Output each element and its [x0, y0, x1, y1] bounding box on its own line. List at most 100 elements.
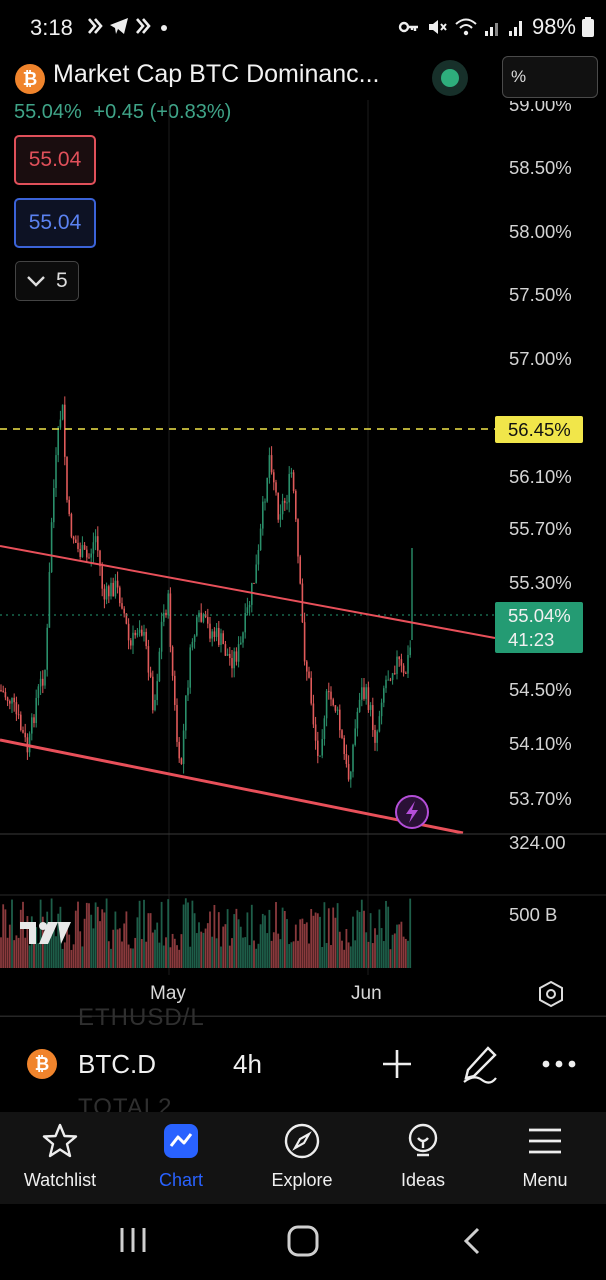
volume-bar	[52, 925, 55, 968]
nav-chart-label: Chart	[158, 1170, 203, 1190]
volume-bar	[257, 943, 260, 968]
recent-apps-icon[interactable]	[118, 1226, 148, 1254]
volume-axis-label: 500 B	[509, 904, 558, 925]
volume-bar	[121, 941, 123, 968]
candle-body	[387, 679, 389, 681]
volume-bar	[189, 946, 192, 968]
volume-bar	[191, 900, 194, 968]
volume-bar	[151, 932, 154, 968]
volume-bar	[57, 913, 60, 968]
volume-bar	[341, 940, 343, 968]
volume-bar	[165, 937, 167, 968]
candle-body	[213, 631, 216, 637]
volume-bar	[349, 946, 352, 968]
alert-price-tag[interactable]: 56.45%	[495, 416, 583, 443]
more-options-icon[interactable]	[541, 1058, 577, 1070]
candle-body	[224, 644, 227, 656]
volume-bar	[288, 944, 291, 968]
volume-bar	[24, 937, 27, 968]
candle-body	[207, 617, 209, 624]
candle-body	[286, 502, 288, 504]
candle-body	[402, 665, 405, 673]
back-icon[interactable]	[462, 1226, 482, 1256]
candle-body	[83, 545, 86, 550]
candle-body	[253, 582, 255, 584]
indicators-collapse-button[interactable]: 5	[15, 261, 79, 301]
volume-bar	[35, 927, 38, 968]
volume-bar	[279, 939, 282, 968]
candle-body	[339, 709, 341, 731]
candle-body	[372, 705, 374, 730]
volume-bar	[8, 924, 11, 968]
nav-menu[interactable]: Menu	[495, 1120, 595, 1200]
candle-body	[191, 641, 194, 648]
volume-bar	[6, 937, 9, 968]
settings-hexagon-icon	[539, 980, 563, 1008]
candle-body	[11, 697, 13, 704]
volume-bar	[110, 948, 112, 968]
nav-chart[interactable]: Chart	[131, 1120, 231, 1200]
nav-watchlist[interactable]: Watchlist	[10, 1120, 110, 1200]
last-price-tag: 55.04% 41:23	[495, 602, 583, 653]
draw-tool-icon[interactable]	[460, 1044, 500, 1084]
volume-bar	[66, 924, 68, 968]
volume-bar	[385, 900, 387, 968]
candle-body	[31, 717, 33, 734]
candle-body	[187, 687, 189, 696]
candle-body	[292, 472, 295, 491]
price-chart[interactable]	[0, 100, 606, 1016]
candle-body	[264, 501, 266, 503]
volume-bar	[407, 940, 409, 968]
nav-ideas[interactable]: Ideas	[373, 1120, 473, 1200]
candle-body	[125, 613, 128, 624]
volume-bar	[330, 945, 332, 968]
candle-body	[143, 631, 145, 636]
candle-body	[136, 632, 139, 636]
candle-body	[167, 593, 169, 616]
timeframe-button[interactable]: 4h	[233, 1049, 262, 1079]
candle-body	[270, 455, 273, 473]
candle-body	[233, 651, 235, 669]
home-icon[interactable]	[287, 1225, 319, 1257]
status-bar: 3:18 98%	[0, 0, 606, 56]
candle-body	[13, 697, 15, 703]
volume-bar	[255, 948, 258, 968]
volume-bar	[305, 922, 308, 968]
symbol-strip[interactable]	[0, 1016, 606, 1112]
volume-bar	[272, 932, 275, 968]
volume-bar	[173, 938, 176, 968]
candle-body	[380, 702, 383, 717]
candle-body	[28, 733, 31, 753]
nav-explore[interactable]: Explore	[252, 1120, 352, 1200]
candle-body	[97, 536, 99, 551]
previous-symbol[interactable]: ETHUSD/L	[78, 1004, 205, 1031]
candle-body	[323, 718, 326, 739]
candle-body	[46, 627, 48, 670]
market-open-indicator[interactable]	[432, 60, 468, 96]
volume-bar	[250, 904, 253, 968]
volume-bar	[213, 904, 216, 968]
price-axis-label: 53.70%	[509, 788, 572, 809]
volume-bar	[129, 948, 132, 968]
volume-bar	[371, 943, 374, 968]
volume-bar	[352, 916, 354, 968]
sell-button[interactable]: 55.04	[14, 135, 96, 185]
candle-body	[101, 566, 103, 589]
candle-body	[248, 604, 251, 608]
candle-body	[321, 738, 323, 756]
volume-bar	[63, 942, 66, 968]
symbol-title[interactable]: Market Cap BTC Dominanc...	[53, 60, 380, 88]
bitcoin-logo-icon[interactable]: ₿	[15, 64, 45, 94]
volume-bar	[297, 940, 299, 968]
volume-bar	[358, 911, 361, 968]
candle-body	[20, 714, 22, 730]
add-icon[interactable]	[381, 1048, 413, 1080]
candle-body	[409, 647, 411, 655]
candle-body	[33, 717, 35, 724]
volume-bar	[180, 934, 183, 968]
volume-bar	[154, 929, 156, 968]
symbol-name[interactable]: BTC.D	[78, 1049, 156, 1079]
buy-button[interactable]: 55.04	[14, 198, 96, 248]
candle-body	[288, 473, 290, 503]
price-scale-input[interactable]: %	[502, 56, 598, 98]
